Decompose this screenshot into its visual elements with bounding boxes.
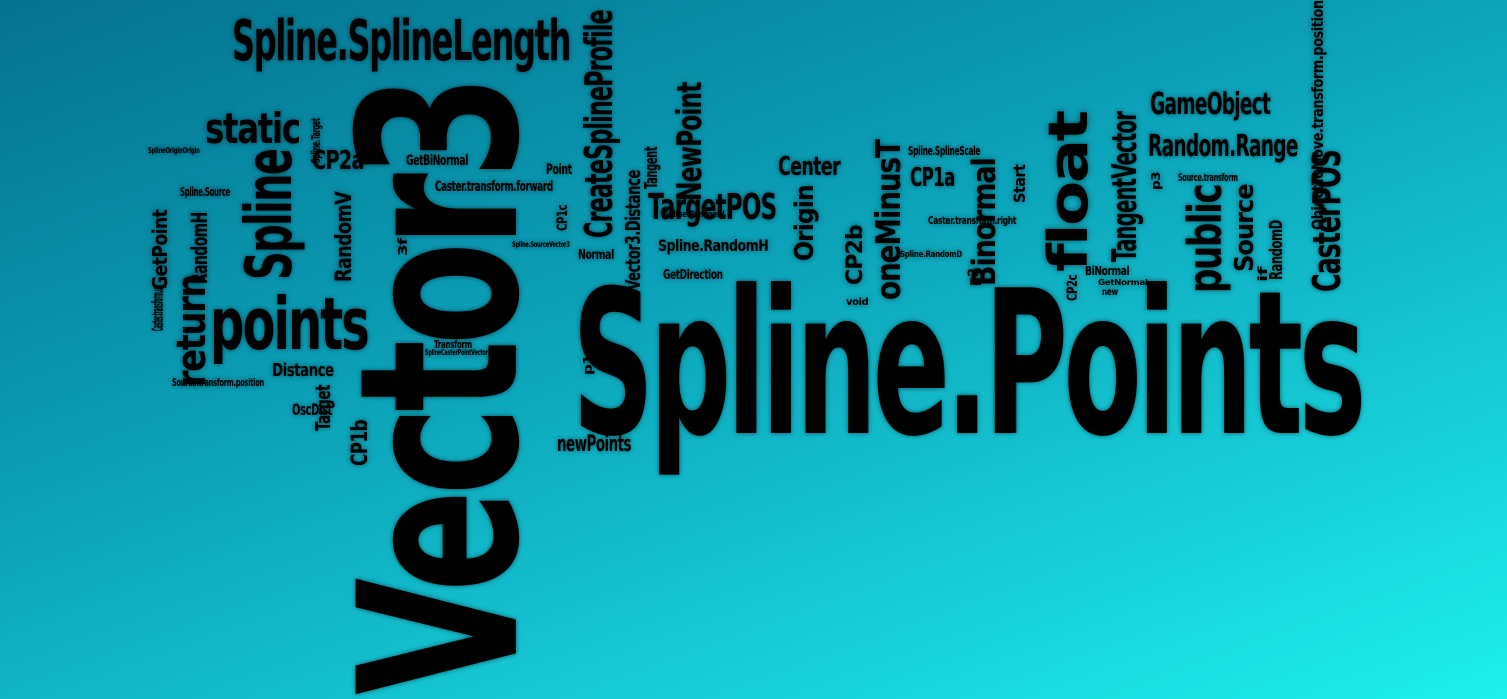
- word-cp2a: CP2a: [312, 146, 364, 176]
- word-cp1c: CP1c: [555, 204, 571, 231]
- word-cp1a: CP1a: [910, 163, 955, 193]
- word-cp1b: CP1b: [348, 420, 373, 466]
- word-spline-target: Spline.Target: [309, 118, 323, 163]
- word-static: static: [205, 104, 301, 153]
- word-spline: Spline: [233, 149, 307, 280]
- word-source-transform-position: Source.transform.position: [172, 376, 264, 389]
- word-p2: p2: [966, 268, 982, 286]
- word-origin: Origin: [790, 185, 820, 261]
- word-cp2c: CP2c: [1065, 274, 1081, 301]
- word-oneminust: oneMinusT: [869, 140, 909, 300]
- word-targetpos: TargetPOS: [648, 187, 777, 228]
- word-binormal-small: BiNormal: [1085, 264, 1130, 278]
- word-if: if: [1256, 267, 1270, 282]
- word-getdirection: GetDirection: [663, 268, 723, 283]
- word-return: return: [169, 274, 215, 387]
- word-caster-transform-forward: Caster.transform.forward: [435, 179, 553, 195]
- word-tangent: Tangent: [641, 146, 662, 189]
- word-oscdist: OscDist: [292, 400, 333, 419]
- word-spline-randomd: Spline.RandomD: [900, 250, 962, 260]
- word-spline-source: Spline.Source: [180, 185, 231, 199]
- word-spline-points: Spline.Points: [572, 248, 1367, 481]
- word-randomd: RandomD: [1266, 220, 1287, 280]
- word-randomv: RandomV: [332, 191, 357, 282]
- word-transform: Transform: [434, 338, 472, 351]
- word-point: Point: [546, 162, 572, 178]
- word-gameobject: GameObject: [1150, 87, 1271, 122]
- word-objecttomove-position: ObjectToMove.transform.position: [1308, 0, 1327, 230]
- word-p3: p3: [1149, 172, 1163, 190]
- word-splinecasterpointvector3: SplineCasterPointVector3: [425, 348, 492, 357]
- word-public: public: [1178, 184, 1232, 293]
- word-spline-randomv: Spline.RandomV: [664, 210, 725, 220]
- word-points: points: [210, 282, 370, 366]
- word-p1: p1: [581, 355, 595, 375]
- word-getbinormal: GetBiNormal: [406, 153, 469, 169]
- word-caster-transform-up: Caster.transform.up: [148, 285, 167, 331]
- word-new: new: [1102, 287, 1118, 298]
- word-float: float: [1037, 112, 1100, 272]
- word-source-transform: Source.transform: [1178, 171, 1238, 184]
- word-spline-sourcevector3: Spline.SourceVector3: [512, 240, 570, 249]
- word-normal: Normal: [578, 248, 614, 263]
- word-splineoriginorigin: SplineOriginOrigin: [148, 146, 200, 155]
- word-source: Source: [1230, 184, 1260, 272]
- word-caster-transform-right: Caster.transform.right: [928, 214, 1017, 227]
- word-spline-randomh: Spline.RandomH: [658, 236, 769, 255]
- word-3f: 3f: [396, 238, 410, 256]
- word-spline-splinescale: Spline.SplineScale: [908, 144, 981, 158]
- word-p0: p0: [599, 340, 613, 360]
- word-spline-splinelength: Spline.SplineLength: [232, 9, 571, 74]
- word-getnormal: GetNormal: [1098, 278, 1148, 287]
- word-newpoints: newPoints: [557, 432, 632, 457]
- word-random-range: Random.Range: [1148, 129, 1298, 164]
- word-newpoint: NewPoint: [670, 82, 710, 201]
- word-getpoint: GetPoint: [148, 209, 172, 290]
- word-cp2b: CP2b: [843, 225, 868, 285]
- word-vector3-distance: Vector3.Distance: [621, 170, 645, 290]
- word-createsplineprofile: CreateSplineProfile: [577, 10, 621, 238]
- word-randomh: RandomH: [188, 212, 213, 284]
- word-center: Center: [778, 152, 841, 182]
- word-start: Start: [1010, 164, 1029, 203]
- word-distance: Distance: [272, 360, 334, 381]
- word-tangentvector: TangentVector: [1105, 111, 1145, 262]
- word-void: void: [846, 297, 869, 308]
